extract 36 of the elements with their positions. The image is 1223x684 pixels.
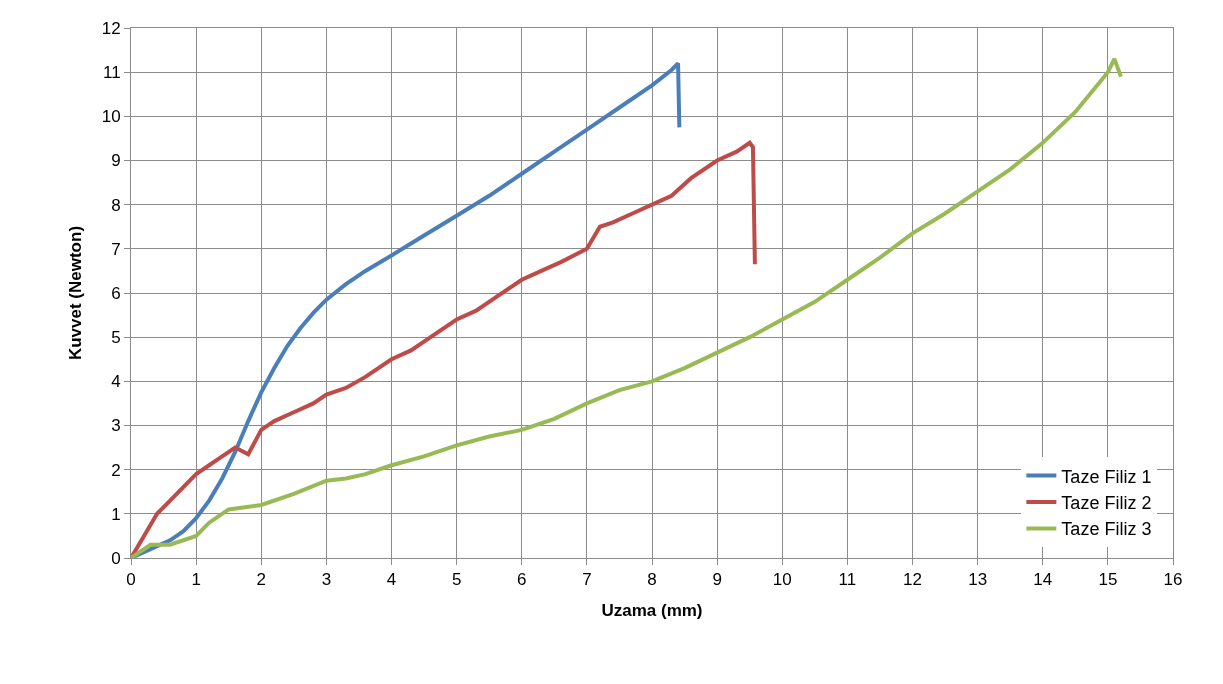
y-tick-label: 0 bbox=[111, 548, 121, 568]
legend-label: Taze Filiz 3 bbox=[1061, 519, 1152, 540]
x-tick-label: 0 bbox=[126, 570, 136, 590]
y-tick-label: 7 bbox=[111, 239, 121, 259]
y-tick-label: 2 bbox=[111, 460, 121, 480]
x-tick-label: 5 bbox=[451, 570, 462, 590]
legend-label: Taze Filiz 2 bbox=[1061, 493, 1152, 514]
y-tick-label: 4 bbox=[111, 372, 121, 392]
x-tick-label: 3 bbox=[321, 570, 332, 590]
x-tick-label: 7 bbox=[582, 570, 592, 590]
y-tick-label: 1 bbox=[111, 504, 121, 524]
x-tick-label: 1 bbox=[191, 570, 201, 590]
x-tick-label: 15 bbox=[1098, 570, 1118, 590]
line-series bbox=[131, 140, 757, 558]
y-tick-label: 8 bbox=[111, 195, 121, 215]
x-tick-label: 2 bbox=[256, 570, 266, 590]
y-tick-label: 11 bbox=[102, 63, 121, 83]
y-tick-label: 9 bbox=[111, 151, 121, 171]
x-tick-label: 6 bbox=[517, 570, 527, 590]
y-tick-label: 10 bbox=[101, 107, 121, 127]
x-tick-label: 16 bbox=[1163, 570, 1183, 590]
x-tick-label: 12 bbox=[903, 570, 922, 590]
y-tick-label: 12 bbox=[101, 18, 121, 38]
y-tick-label: 3 bbox=[111, 416, 121, 436]
legend-label: Taze Filiz 1 bbox=[1061, 466, 1152, 487]
x-tick-label: 4 bbox=[386, 570, 397, 590]
y-tick-label: 6 bbox=[111, 283, 121, 303]
x-tick-label: 8 bbox=[647, 570, 657, 590]
x-tick-label: 10 bbox=[772, 570, 792, 590]
x-axis-title: Uzama (mm) bbox=[601, 600, 703, 620]
y-axis-title: Kuvvet (Newton) bbox=[66, 225, 86, 361]
x-tick-label: 11 bbox=[838, 570, 857, 590]
x-tick-label: 14 bbox=[1033, 570, 1053, 590]
x-tick-label: 13 bbox=[968, 570, 988, 590]
y-tick-label: 5 bbox=[111, 328, 121, 348]
x-tick-label: 9 bbox=[712, 570, 722, 590]
